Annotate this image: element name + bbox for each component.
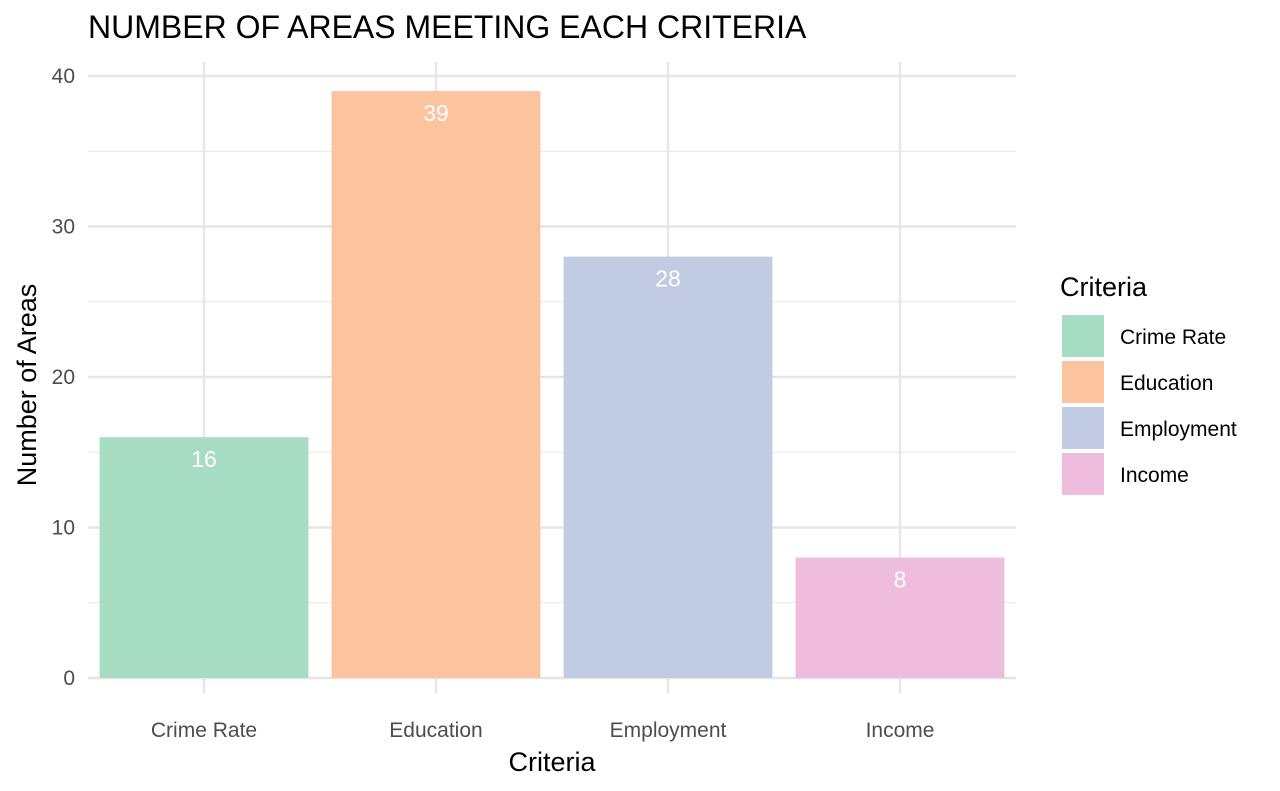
legend-label: Income — [1120, 464, 1189, 487]
chart-title: NUMBER OF AREAS MEETING EACH CRITERIA — [88, 9, 807, 45]
bar-value-label: 8 — [894, 567, 907, 593]
y-tick-label: 40 — [52, 65, 75, 88]
y-axis-ticks: 0 10 20 30 40 — [52, 65, 75, 690]
x-tick-label: Employment — [610, 719, 727, 742]
bar — [331, 91, 541, 679]
legend-swatch — [1062, 315, 1104, 357]
y-axis-title: Number of Areas — [12, 284, 42, 487]
x-axis-ticks: Crime Rate Education Employment Income — [151, 719, 935, 742]
legend-label: Education — [1120, 372, 1213, 395]
legend-swatch — [1062, 407, 1104, 449]
legend-label: Employment — [1120, 418, 1237, 441]
legend-swatch — [1062, 453, 1104, 495]
x-tick-label: Income — [866, 719, 935, 742]
bars — [99, 91, 1005, 679]
y-tick-label: 20 — [52, 366, 75, 389]
bar-value-label: 39 — [423, 100, 449, 126]
bar-value-label: 28 — [655, 266, 681, 292]
y-tick-label: 30 — [52, 216, 75, 239]
y-tick-label: 0 — [63, 667, 75, 690]
bar-value-label: 16 — [191, 446, 217, 472]
legend-swatch — [1062, 361, 1104, 403]
x-tick-label: Crime Rate — [151, 719, 257, 742]
bar — [795, 557, 1005, 678]
bar — [99, 437, 309, 678]
legend: Criteria Crime Rate Education Employment In… — [1060, 272, 1237, 495]
bar — [563, 256, 773, 678]
x-tick-label: Education — [389, 719, 482, 742]
legend-title: Criteria — [1060, 272, 1148, 302]
y-tick-label: 10 — [52, 517, 75, 540]
legend-label: Crime Rate — [1120, 326, 1226, 349]
x-axis-title: Criteria — [508, 747, 596, 777]
bar-labels: 16 39 28 8 — [191, 100, 906, 593]
